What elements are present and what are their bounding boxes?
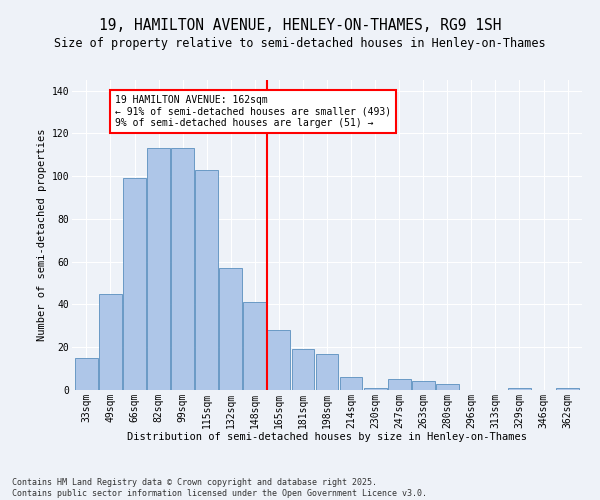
Bar: [364, 388, 386, 390]
Bar: [268, 330, 290, 390]
X-axis label: Distribution of semi-detached houses by size in Henley-on-Thames: Distribution of semi-detached houses by …: [127, 432, 527, 442]
Bar: [436, 384, 459, 390]
Bar: [99, 294, 122, 390]
Text: Size of property relative to semi-detached houses in Henley-on-Thames: Size of property relative to semi-detach…: [54, 38, 546, 51]
Bar: [147, 148, 170, 390]
Text: 19, HAMILTON AVENUE, HENLEY-ON-THAMES, RG9 1SH: 19, HAMILTON AVENUE, HENLEY-ON-THAMES, R…: [99, 18, 501, 32]
Text: 19 HAMILTON AVENUE: 162sqm
← 91% of semi-detached houses are smaller (493)
9% of: 19 HAMILTON AVENUE: 162sqm ← 91% of semi…: [115, 95, 391, 128]
Bar: [388, 380, 410, 390]
Text: Contains HM Land Registry data © Crown copyright and database right 2025.
Contai: Contains HM Land Registry data © Crown c…: [12, 478, 427, 498]
Bar: [412, 382, 434, 390]
Bar: [244, 302, 266, 390]
Y-axis label: Number of semi-detached properties: Number of semi-detached properties: [37, 128, 47, 341]
Bar: [316, 354, 338, 390]
Bar: [171, 148, 194, 390]
Bar: [556, 388, 579, 390]
Bar: [220, 268, 242, 390]
Bar: [123, 178, 146, 390]
Bar: [195, 170, 218, 390]
Bar: [508, 388, 531, 390]
Bar: [292, 350, 314, 390]
Bar: [340, 377, 362, 390]
Bar: [75, 358, 98, 390]
